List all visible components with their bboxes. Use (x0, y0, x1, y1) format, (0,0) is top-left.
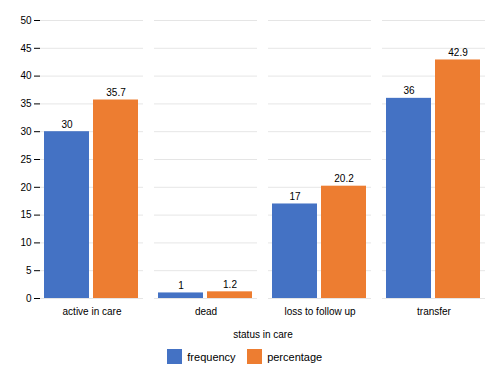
svg-text:30: 30 (61, 119, 73, 130)
svg-text:36: 36 (403, 85, 415, 96)
svg-text:active in care: active in care (63, 306, 122, 317)
svg-text:1: 1 (178, 280, 184, 291)
svg-text:0: 0 (26, 293, 32, 304)
svg-text:status in care: status in care (233, 329, 293, 340)
svg-text:15: 15 (20, 209, 32, 220)
svg-text:5: 5 (26, 265, 32, 276)
svg-text:40: 40 (20, 70, 32, 81)
html-text:percentage: percentage (267, 350, 323, 363)
html-text:frequency: frequency (187, 350, 236, 363)
svg-text:loss to follow up: loss to follow up (284, 306, 356, 317)
svg-text:35: 35 (20, 98, 32, 109)
svg-text:35.7: 35.7 (106, 87, 126, 98)
svg-text:42.9: 42.9 (448, 47, 468, 58)
svg-text:17: 17 (289, 191, 301, 202)
svg-text:20.2: 20.2 (334, 173, 354, 184)
svg-text:dead: dead (195, 306, 217, 317)
svg-text:1.2: 1.2 (223, 279, 237, 290)
svg-text:30: 30 (20, 126, 32, 137)
svg-text:25: 25 (20, 154, 32, 165)
svg-text:45: 45 (20, 43, 32, 54)
svg-text:10: 10 (20, 237, 32, 248)
svg-text:20: 20 (20, 182, 32, 193)
svg-text:50: 50 (20, 15, 32, 26)
svg-text:transfer: transfer (417, 306, 452, 317)
